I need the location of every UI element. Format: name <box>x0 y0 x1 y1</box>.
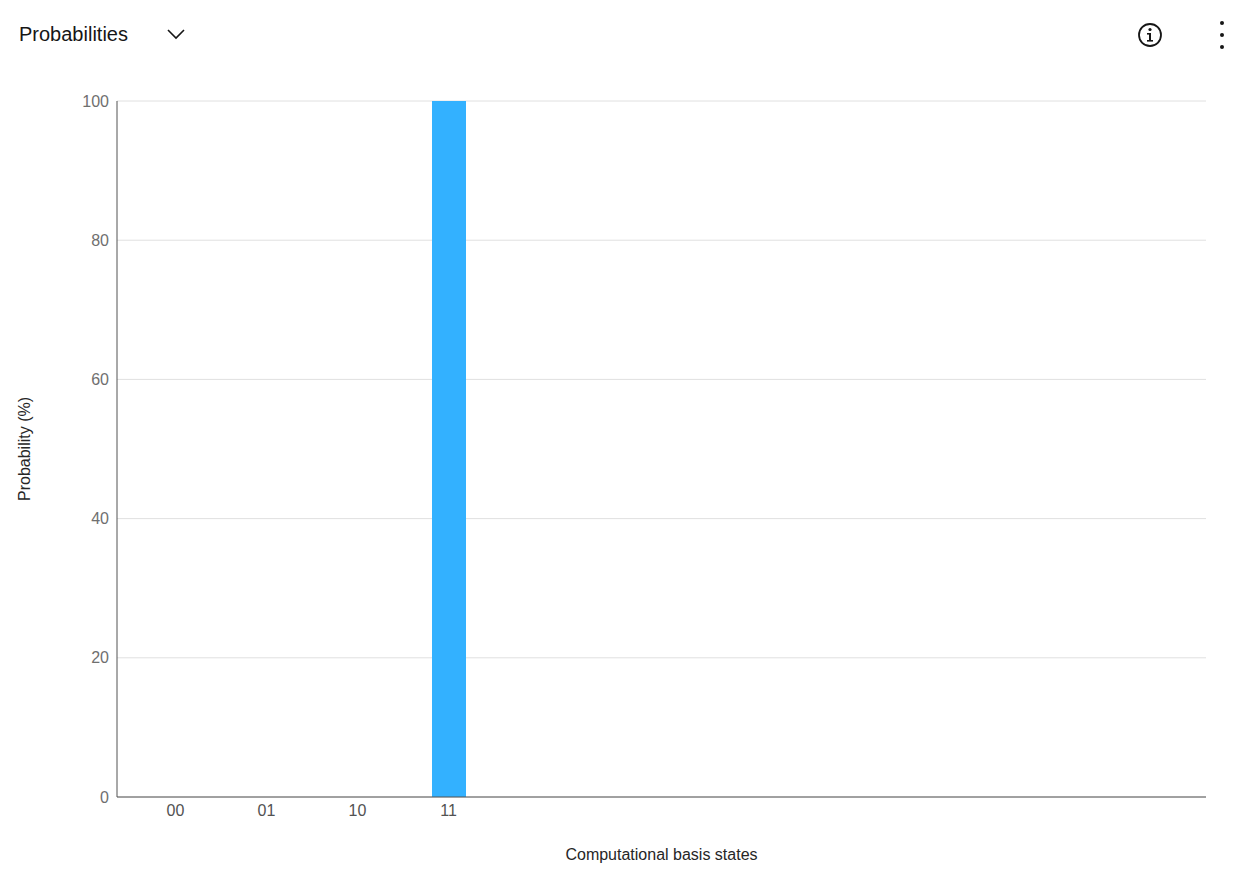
svg-text:Computational basis states: Computational basis states <box>565 846 757 863</box>
svg-text:0: 0 <box>100 789 109 806</box>
svg-text:01: 01 <box>258 802 276 819</box>
svg-text:Probability (%): Probability (%) <box>16 397 33 501</box>
svg-text:10: 10 <box>349 802 367 819</box>
svg-text:80: 80 <box>91 232 109 249</box>
svg-text:11: 11 <box>440 802 457 819</box>
svg-text:40: 40 <box>91 510 109 527</box>
svg-text:100: 100 <box>82 93 109 110</box>
svg-text:20: 20 <box>91 649 109 666</box>
html-text:Probabilities: Probabilities <box>19 23 128 45</box>
svg-text:00: 00 <box>167 802 185 819</box>
svg-text:60: 60 <box>91 371 109 388</box>
